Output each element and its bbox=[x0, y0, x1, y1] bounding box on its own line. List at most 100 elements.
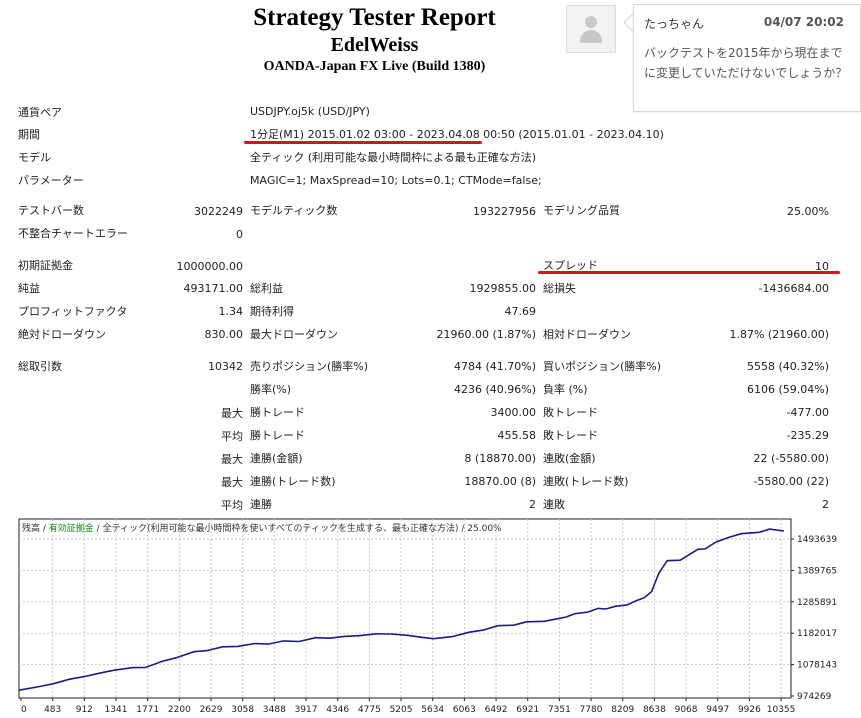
total-trades-label: 総取引数 bbox=[18, 360, 62, 373]
comment-message: バックテストを2015年から現在までに変更していただけないでしょうか？ bbox=[644, 46, 848, 80]
params-value: MAGIC=1; MaxSpread=10; Lots=0.1; CTMode=… bbox=[250, 174, 542, 187]
x-tick-label: 6063 bbox=[453, 705, 476, 715]
avg2-row-label: 平均 bbox=[221, 499, 243, 512]
avg-loss-value: -235.29 bbox=[786, 429, 829, 442]
mismatch-value: 0 bbox=[236, 228, 243, 241]
x-tick-label: 8209 bbox=[611, 705, 634, 715]
avg-cons-losses-value: 2 bbox=[822, 498, 829, 511]
avg-cons-wins-label: 連勝 bbox=[250, 498, 272, 511]
symbol-label: 通貨ペア bbox=[18, 106, 62, 119]
x-tick-label: 5205 bbox=[390, 705, 413, 715]
abs-dd-value: 830.00 bbox=[204, 328, 244, 341]
balance-line bbox=[18, 528, 785, 691]
cons-loss-value: -5580.00 (22) bbox=[753, 475, 829, 488]
abs-dd-label: 絶対ドローダウン bbox=[18, 328, 106, 341]
avg-win-label: 勝トレード bbox=[250, 429, 305, 442]
chart-legend: 残高 / 有効証拠金 / 全ティック(利用可能な最小時間枠を使いすべてのティック… bbox=[22, 524, 502, 534]
gross-profit-value: 1929855.00 bbox=[469, 282, 536, 295]
largest-win-value: 3400.00 bbox=[490, 406, 537, 419]
largest-loss-value: -477.00 bbox=[786, 406, 829, 419]
rel-dd-label: 相対ドローダウン bbox=[543, 328, 631, 341]
x-tick-label: 10355 bbox=[767, 705, 796, 715]
x-tick-label: 1341 bbox=[105, 705, 128, 715]
largest-loss-label: 敗トレード bbox=[543, 406, 598, 419]
expected-label: 期待利得 bbox=[250, 305, 294, 318]
y-tick-label: 1285891 bbox=[797, 598, 837, 608]
x-tick-label: 6492 bbox=[485, 705, 508, 715]
comment-user[interactable]: たっちゃん bbox=[644, 17, 705, 31]
cons-max-row-label: 最大 bbox=[221, 453, 243, 466]
expert-name: EdelWeiss bbox=[330, 34, 419, 56]
x-tick-label: 9497 bbox=[706, 705, 729, 715]
total-trades-value: 10342 bbox=[208, 360, 243, 373]
y-tick-label: 1182017 bbox=[797, 629, 837, 639]
gross-loss-value: -1436684.00 bbox=[758, 282, 829, 295]
pf-value: 1.34 bbox=[218, 305, 244, 318]
net-value: 493171.00 bbox=[183, 282, 244, 295]
quality-label: モデリング品質 bbox=[543, 204, 620, 217]
long-value: 5558 (40.32%) bbox=[746, 360, 829, 373]
period-underline bbox=[244, 141, 482, 144]
mismatch-label: 不整合チャートエラー bbox=[18, 227, 128, 240]
gross-loss-label: 総損失 bbox=[543, 282, 576, 295]
comment-card: たっちゃん 04/07 20:02 バックテストを2015年から現在までに変更し… bbox=[633, 4, 861, 112]
spread-value: 10 bbox=[815, 260, 829, 273]
largest-win-label: 勝トレード bbox=[250, 406, 305, 419]
x-tick-label: 9926 bbox=[738, 705, 761, 715]
cons-profit-value: 18870.00 (8) bbox=[464, 475, 536, 488]
server-name: OANDA-Japan FX Live (Build 1380) bbox=[263, 59, 486, 74]
model-value: 全ティック (利用可能な最小時間枠による最も正確な方法) bbox=[250, 151, 537, 164]
x-tick-label: 9068 bbox=[675, 705, 698, 715]
cons-max2-row-label: 最大 bbox=[221, 476, 243, 489]
loss-pct-label: 負率 (%) bbox=[543, 383, 588, 396]
net-label: 純益 bbox=[18, 282, 40, 295]
cons-losses-value: 22 (-5580.00) bbox=[753, 452, 829, 465]
long-label: 買いポジション(勝率%) bbox=[543, 360, 662, 373]
cons-wins-value: 8 (18870.00) bbox=[464, 452, 536, 465]
y-tick-label: 1493639 bbox=[797, 535, 837, 545]
max-dd-value: 21960.00 (1.87%) bbox=[436, 328, 536, 341]
expected-value: 47.69 bbox=[504, 305, 537, 318]
y-tick-label: 1389765 bbox=[797, 566, 837, 576]
x-tick-label: 3917 bbox=[295, 705, 318, 715]
model-label: モデル bbox=[18, 151, 51, 164]
spread-underline bbox=[538, 271, 840, 274]
legend-balance: 残高 bbox=[22, 524, 41, 534]
legend-model: 全ティック(利用可能な最小時間枠を使いすべてのティックを生成する、最も正確な方法… bbox=[102, 524, 459, 534]
x-tick-label: 3058 bbox=[231, 705, 254, 715]
cons-wins-label: 連勝(金額) bbox=[250, 452, 303, 465]
ticks-value: 193227956 bbox=[473, 205, 536, 218]
legend-equity: 有効証拠金 bbox=[48, 524, 94, 534]
win-pct-value: 4236 (40.96%) bbox=[453, 383, 536, 396]
ticks-label: モデルティック数 bbox=[250, 204, 338, 217]
balance-chart: 0 483 912 1341 1771 2200 2629 3058 3488 3917 4346 4… bbox=[18, 518, 837, 715]
bars-value: 3022249 bbox=[194, 205, 243, 218]
x-tick-label: 2200 bbox=[168, 705, 191, 715]
rel-dd-value: 1.87% (21960.00) bbox=[729, 328, 829, 341]
x-tick-label: 4346 bbox=[326, 705, 349, 715]
report-title: Strategy Tester Report bbox=[253, 4, 496, 31]
deposit-value: 1000000.00 bbox=[176, 260, 243, 273]
largest-row-label: 最大 bbox=[221, 407, 243, 420]
loss-pct-value: 6106 (59.04%) bbox=[746, 383, 829, 396]
avatar-head bbox=[585, 16, 597, 28]
gross-profit-label: 総利益 bbox=[250, 282, 283, 295]
y-tick-label: 1078143 bbox=[797, 661, 837, 671]
avatar-body bbox=[580, 30, 602, 43]
avg-loss-label: 敗トレード bbox=[543, 429, 598, 442]
x-tick-label: 7351 bbox=[548, 705, 571, 715]
plot-area bbox=[18, 518, 792, 699]
cons-profit-label: 連勝(トレード数) bbox=[250, 475, 336, 488]
x-tick-label: 4775 bbox=[358, 705, 381, 715]
avatar[interactable] bbox=[566, 5, 616, 53]
params-label: パラメーター bbox=[18, 174, 84, 187]
x-tick-label: 483 bbox=[44, 705, 61, 715]
period-value: 1分足(M1) 2015.01.02 03:00 - 2023.04.08 00… bbox=[250, 128, 664, 141]
short-label: 売りポジション(勝率%) bbox=[250, 360, 369, 373]
comment-time: 04/07 20:02 bbox=[763, 15, 844, 29]
cons-losses-label: 連敗(金額) bbox=[543, 452, 596, 465]
avg-cons-wins-value: 2 bbox=[529, 498, 536, 511]
short-value: 4784 (41.70%) bbox=[453, 360, 536, 373]
avg-cons-losses-label: 連敗 bbox=[543, 498, 565, 511]
x-tick-label: 8638 bbox=[643, 705, 666, 715]
